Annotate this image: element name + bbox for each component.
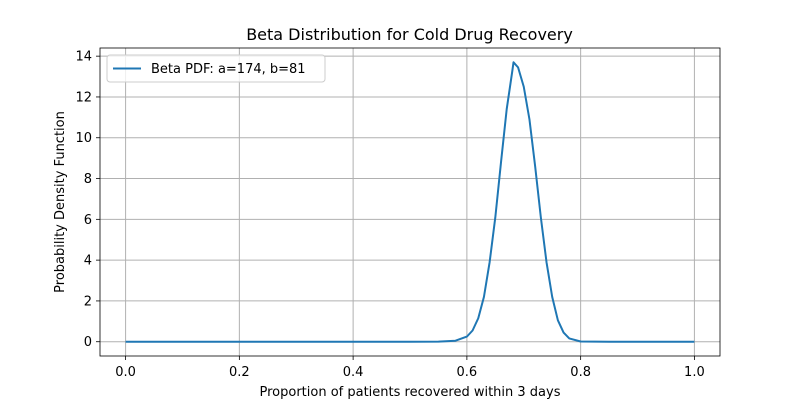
x-axis-label: Proportion of patients recovered within … <box>260 385 561 400</box>
series-line-beta-pdf <box>125 61 695 343</box>
chart-title: Beta Distribution for Cold Drug Recovery <box>246 25 573 44</box>
grid-lines <box>100 48 720 356</box>
y-tick-label: 14 <box>75 50 92 65</box>
y-axis-label: Probability Density Function <box>53 111 68 293</box>
y-tick-label: 2 <box>84 294 92 309</box>
y-tick-label: 0 <box>84 335 92 350</box>
plot-area-frame <box>99 47 721 357</box>
y-tick-label: 6 <box>84 213 92 228</box>
y-tick-label: 8 <box>84 172 92 187</box>
x-tick-label: 0.0 <box>115 365 136 380</box>
x-axis-ticks: 0.0 0.2 0.4 0.6 0.8 1.0 <box>115 356 705 380</box>
legend-box <box>106 54 326 83</box>
y-tick-label: 12 <box>75 90 92 105</box>
y-tick-label: 4 <box>84 254 92 269</box>
x-tick-label: 0.8 <box>570 365 591 380</box>
x-tick-label: 1.0 <box>684 365 705 380</box>
y-tick-label: 10 <box>75 131 92 146</box>
x-tick-label: 0.4 <box>343 365 364 380</box>
x-tick-label: 0.2 <box>229 365 250 380</box>
x-tick-label: 0.6 <box>457 365 478 380</box>
legend: Beta PDF: a=174, b=81 <box>106 54 326 83</box>
series-lines <box>125 61 695 343</box>
y-axis-ticks: 0 2 4 6 8 10 12 14 <box>75 50 100 350</box>
legend-label-beta-pdf: Beta PDF: a=174, b=81 <box>151 62 306 77</box>
